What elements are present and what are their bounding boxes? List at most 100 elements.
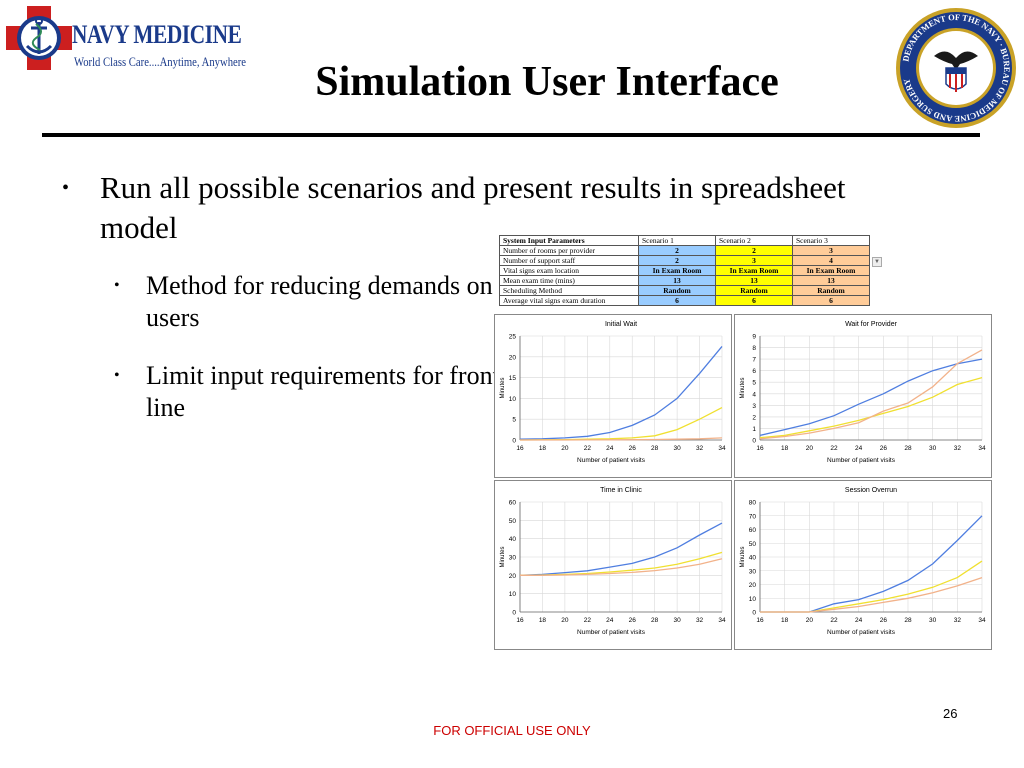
scenario-2-value[interactable]: 2 [715,245,793,256]
bullet-dot-icon: • [62,177,70,199]
x-tick-label: 22 [584,445,592,452]
navy-medicine-logo: NAVY MEDICINE World Class Care....Anytim… [6,6,246,70]
y-tick-label: 25 [509,334,517,341]
y-tick-label: 40 [749,555,757,562]
y-tick-label: 0 [752,438,756,445]
scenario-2-value[interactable]: 6 [715,295,793,306]
chart-panel: Initial Wait 0 5 10 15 20 25 16 18 20 22 24 26 28 30 32… [494,314,732,478]
table-header-cell: Scenario 2 [715,235,793,246]
y-axis-label: Minutes [500,546,506,567]
anchor-cross-icon [6,6,72,70]
table-row: Number of rooms per provider 2 2 3 [499,245,870,256]
series-line [520,437,723,441]
y-tick-label: 6 [752,368,756,375]
scenario-1-value[interactable]: In Exam Room [638,265,716,276]
x-tick-label: 28 [651,617,659,624]
x-tick-label: 28 [904,445,912,452]
y-tick-label: 7 [752,357,756,364]
scenario-3-value[interactable]: 13 [792,275,870,286]
y-tick-label: 60 [509,500,517,507]
table-row: Scheduling Method Random Random Random [499,285,870,296]
y-tick-label: 0 [752,610,756,617]
x-tick-label: 34 [978,617,986,624]
scenario-3-value[interactable]: 3 [792,245,870,256]
y-tick-label: 60 [749,527,757,534]
slide-title-wrap: Simulation User Interface [0,58,1024,106]
y-tick-label: 30 [749,568,757,575]
scenario-2-value[interactable]: 3 [715,255,793,266]
scenario-3-value[interactable]: 6 [792,295,870,306]
chart-border [734,314,992,478]
y-tick-label: 10 [509,591,517,598]
scenario-1-value[interactable]: 6 [638,295,716,306]
x-tick-label: 28 [651,445,659,452]
y-axis-label: Minutes [500,377,506,398]
x-tick-label: 16 [756,617,764,624]
table-row: Vital signs exam location In Exam Room I… [499,265,870,276]
y-tick-label: 20 [749,582,757,589]
x-tick-label: 24 [855,445,863,452]
y-tick-label: 20 [509,354,517,361]
x-tick-label: 18 [781,445,789,452]
scenario-2-value[interactable]: 13 [715,275,793,286]
scenario-3-value[interactable]: Random [792,285,870,296]
series-line [759,349,983,440]
x-tick-label: 30 [673,445,681,452]
x-tick-label: 18 [539,617,547,624]
series-line [520,558,723,576]
param-label: Scheduling Method [499,285,639,296]
table-header-row: System Input Parameters Scenario 1 Scena… [499,235,870,246]
scenario-1-value[interactable]: 2 [638,245,716,256]
bullet-text: Run all possible scenarios and present r… [100,170,846,245]
y-tick-label: 2 [752,414,756,421]
y-tick-label: 3 [752,403,756,410]
x-tick-label: 32 [696,617,704,624]
x-tick-label: 22 [830,445,838,452]
scenario-1-value[interactable]: 13 [638,275,716,286]
chart-panel: Time in Clinic 0 10 20 30 40 50 60 16 18 20 22 24 26 2… [494,480,732,650]
x-tick-label: 20 [806,617,814,624]
x-tick-label: 34 [978,445,986,452]
y-tick-label: 4 [752,391,756,398]
y-tick-label: 5 [512,417,516,424]
dropdown-arrow-icon[interactable]: ▼ [872,257,882,267]
y-tick-label: 0 [512,610,516,617]
table-row: Mean exam time (mins) 13 13 13 [499,275,870,286]
scenario-1-value[interactable]: Random [638,285,716,296]
sub-bullet-text: Limit input requirements for front line [146,361,500,422]
x-tick-label: 34 [718,617,726,624]
x-tick-label: 24 [606,617,614,624]
y-axis-label: Minutes [740,546,746,567]
x-tick-label: 26 [629,445,637,452]
x-tick-label: 30 [929,617,937,624]
scenario-3-value[interactable]: In Exam Room [792,265,870,276]
x-tick-label: 32 [696,445,704,452]
y-tick-label: 80 [749,500,757,507]
scenario-2-value[interactable]: In Exam Room [715,265,793,276]
y-tick-label: 30 [509,555,517,562]
x-tick-label: 28 [904,617,912,624]
x-tick-label: 22 [584,617,592,624]
y-tick-label: 15 [509,375,517,382]
scenario-2-value[interactable]: Random [715,285,793,296]
x-tick-label: 24 [606,445,614,452]
chart-title: Initial Wait [605,321,637,328]
chart-border [494,314,732,478]
y-tick-label: 10 [749,596,757,603]
table-header-cell: System Input Parameters [499,235,639,246]
y-tick-label: 8 [752,345,756,352]
series-line [519,345,723,440]
table-header-cell: Scenario 3 [792,235,870,246]
x-axis-label: Number of patient visits [577,629,646,636]
scenario-3-value[interactable]: 4 [792,255,870,266]
scenario-1-value[interactable]: 2 [638,255,716,266]
series-line [519,522,723,576]
y-tick-label: 1 [752,426,756,433]
series-line [760,576,983,613]
param-label: Vital signs exam location [499,265,639,276]
y-axis-label: Minutes [740,377,746,398]
table-header-cell: Scenario 1 [638,235,716,246]
table-row: Average vital signs exam duration 6 6 6 [499,295,870,306]
y-tick-label: 20 [509,573,517,580]
